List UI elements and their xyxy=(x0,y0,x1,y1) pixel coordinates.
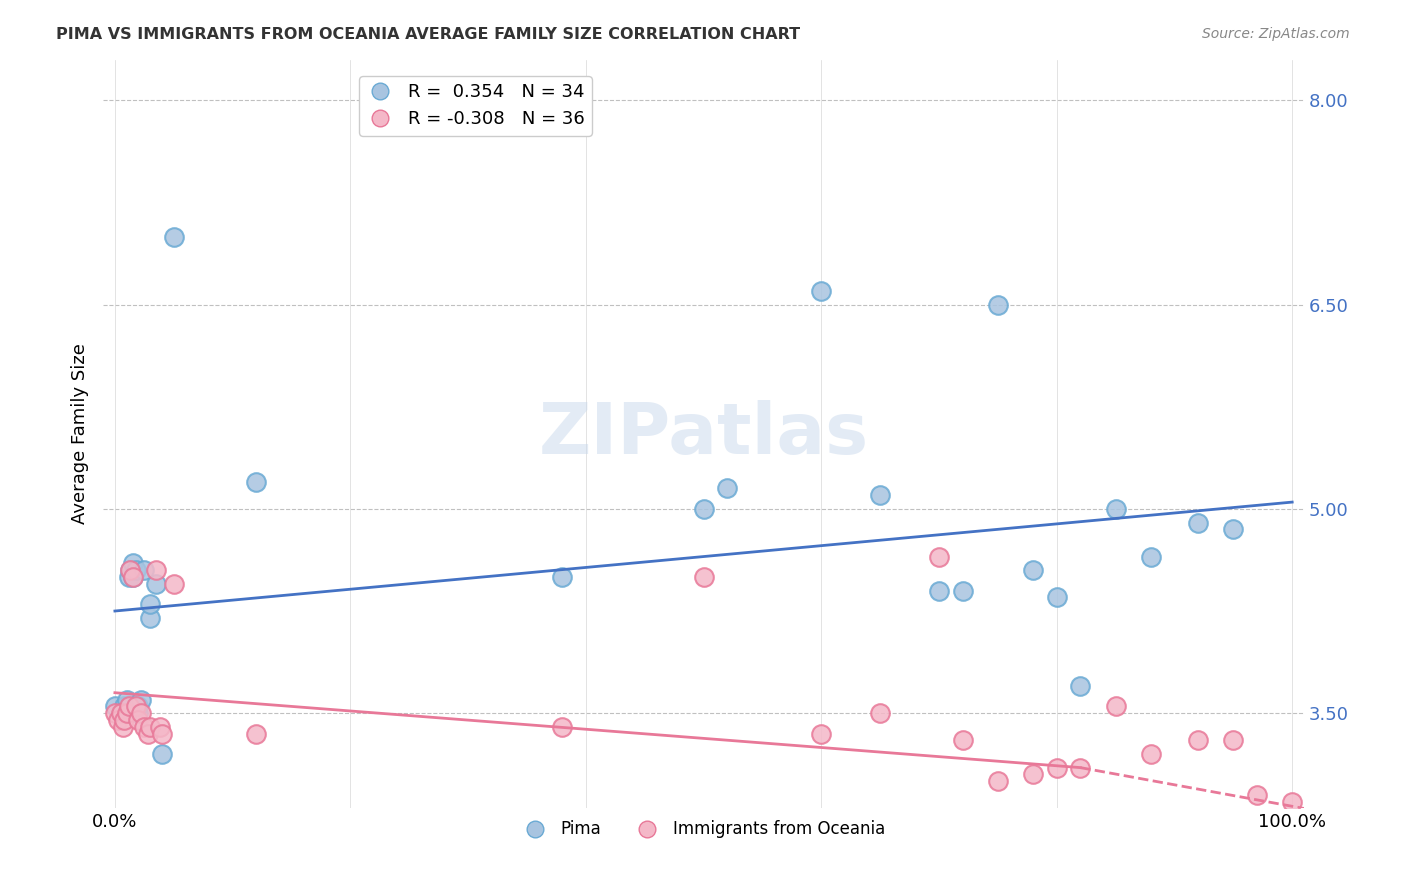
Point xyxy=(1069,679,1091,693)
Point xyxy=(107,713,129,727)
Point xyxy=(115,706,138,720)
Point xyxy=(1246,788,1268,802)
Point xyxy=(121,557,143,571)
Point xyxy=(110,706,132,720)
Point xyxy=(118,699,141,714)
Point xyxy=(136,726,159,740)
Point xyxy=(1222,522,1244,536)
Point xyxy=(112,699,135,714)
Point xyxy=(139,611,162,625)
Point xyxy=(928,583,950,598)
Point xyxy=(245,726,267,740)
Point xyxy=(112,720,135,734)
Point xyxy=(1104,699,1126,714)
Point xyxy=(692,570,714,584)
Point xyxy=(163,576,186,591)
Point xyxy=(810,284,832,298)
Point xyxy=(139,597,162,611)
Point xyxy=(121,570,143,584)
Point xyxy=(149,720,172,734)
Point xyxy=(139,720,162,734)
Point xyxy=(150,747,173,761)
Point xyxy=(125,699,148,714)
Point xyxy=(134,563,156,577)
Point xyxy=(551,570,574,584)
Point xyxy=(121,570,143,584)
Point xyxy=(118,570,141,584)
Point xyxy=(125,563,148,577)
Point xyxy=(120,563,142,577)
Point xyxy=(110,706,132,720)
Text: ZIPatlas: ZIPatlas xyxy=(538,400,869,468)
Point xyxy=(134,720,156,734)
Point xyxy=(1222,733,1244,747)
Point xyxy=(127,706,149,720)
Point xyxy=(104,706,127,720)
Point xyxy=(1046,761,1069,775)
Point xyxy=(1187,516,1209,530)
Point xyxy=(1140,747,1163,761)
Point xyxy=(551,720,574,734)
Point xyxy=(1281,795,1303,809)
Point xyxy=(129,692,152,706)
Point xyxy=(1104,502,1126,516)
Legend: Pima, Immigrants from Oceania: Pima, Immigrants from Oceania xyxy=(516,814,891,845)
Point xyxy=(716,482,738,496)
Point xyxy=(1140,549,1163,564)
Point xyxy=(1022,563,1045,577)
Point xyxy=(145,576,167,591)
Point xyxy=(952,733,974,747)
Point xyxy=(127,713,149,727)
Point xyxy=(145,563,167,577)
Point xyxy=(127,699,149,714)
Point xyxy=(928,549,950,564)
Point xyxy=(104,699,127,714)
Point xyxy=(245,475,267,489)
Point xyxy=(163,229,186,244)
Point xyxy=(115,692,138,706)
Point xyxy=(1069,761,1091,775)
Point xyxy=(810,726,832,740)
Point xyxy=(129,706,152,720)
Y-axis label: Average Family Size: Average Family Size xyxy=(72,343,89,524)
Text: PIMA VS IMMIGRANTS FROM OCEANIA AVERAGE FAMILY SIZE CORRELATION CHART: PIMA VS IMMIGRANTS FROM OCEANIA AVERAGE … xyxy=(56,27,800,42)
Point xyxy=(112,713,135,727)
Point xyxy=(869,706,891,720)
Point xyxy=(987,774,1010,789)
Text: Source: ZipAtlas.com: Source: ZipAtlas.com xyxy=(1202,27,1350,41)
Point xyxy=(987,298,1010,312)
Point xyxy=(1187,733,1209,747)
Point xyxy=(869,488,891,502)
Point xyxy=(1022,767,1045,781)
Point xyxy=(120,563,142,577)
Point xyxy=(1046,591,1069,605)
Point xyxy=(150,726,173,740)
Point xyxy=(952,583,974,598)
Point xyxy=(692,502,714,516)
